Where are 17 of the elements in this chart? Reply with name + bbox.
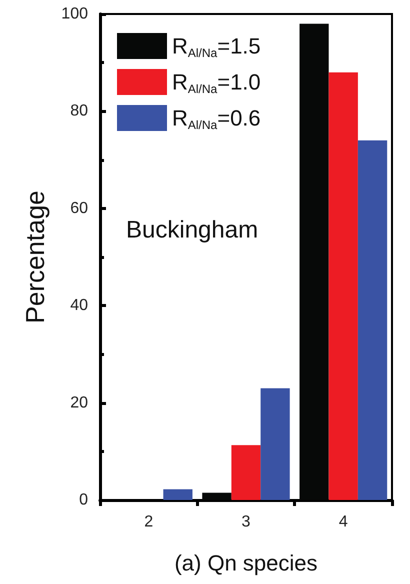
y-tick-label: 20 xyxy=(70,394,88,412)
y-axis-title: Percentage xyxy=(20,190,50,324)
x-tick-label: 3 xyxy=(242,514,251,530)
y-tick-label: 0 xyxy=(79,492,88,508)
x-tick-label: 4 xyxy=(338,514,348,530)
y-tick-label: 40 xyxy=(70,297,88,314)
x-axis-title: (a) Qn species xyxy=(174,550,318,576)
bar xyxy=(163,489,192,500)
y-tick-label: 100 xyxy=(61,6,88,22)
x-tick-label: 2 xyxy=(144,514,154,530)
bar xyxy=(328,72,358,500)
bar xyxy=(260,388,290,500)
annotation: Buckingham xyxy=(126,216,258,244)
bar xyxy=(358,140,388,500)
bar xyxy=(231,445,261,500)
y-tick-label: 60 xyxy=(70,200,88,217)
y-tick-label: 80 xyxy=(70,102,88,120)
